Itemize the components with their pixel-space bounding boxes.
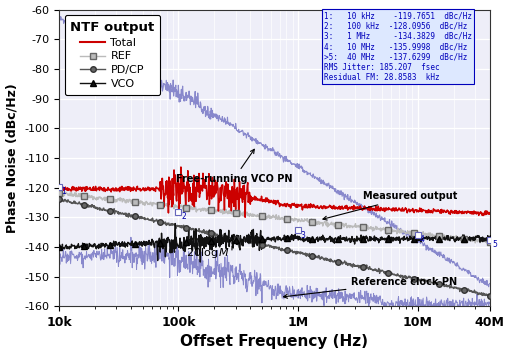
- Text: 3: 3: [300, 231, 305, 240]
- Text: $20\log M$: $20\log M$: [185, 246, 230, 260]
- Legend: Total, REF, PD/CP, VCO: Total, REF, PD/CP, VCO: [64, 15, 159, 95]
- Text: Reference clock PN: Reference clock PN: [283, 277, 457, 298]
- X-axis label: Offset Frequency (Hz): Offset Frequency (Hz): [180, 334, 367, 349]
- Text: Free-running VCO PN: Free-running VCO PN: [176, 149, 292, 184]
- Y-axis label: Phase Noise (dBc/Hz): Phase Noise (dBc/Hz): [6, 83, 18, 233]
- Text: 1:   10 kHz    -119.7651  dBc/Hz
2:   100 kHz  -128.0956  dBc/Hz
3:   1 MHz     : 1: 10 kHz -119.7651 dBc/Hz 2: 100 kHz -1…: [323, 11, 471, 82]
- Text: Measured output: Measured output: [322, 191, 457, 220]
- Text: 5: 5: [491, 240, 496, 249]
- Text: 1: 1: [62, 187, 66, 196]
- Text: 2: 2: [181, 212, 185, 221]
- Text: 4: 4: [419, 235, 424, 244]
